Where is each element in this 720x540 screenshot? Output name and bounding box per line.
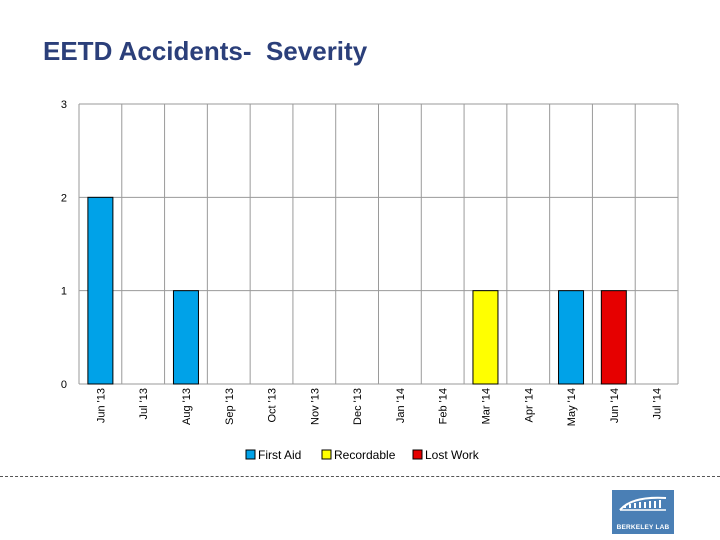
berkeley-lab-logo-icon [619,496,667,511]
x-tick-label: May '14 [566,388,578,426]
chart-grid [78,103,679,385]
berkeley-lab-logo: BERKELEY LAB [612,490,674,534]
legend-swatch [245,449,256,460]
footer-divider [0,476,720,477]
chart: 0 1 2 3 Jun '13 Jul '13 Aug '13 Sep '13 Oct '13… [61,99,679,462]
chart-bars [87,196,627,385]
x-tick-label: Sep '13 [224,388,236,425]
bar-first-aid [558,290,585,385]
legend-swatch [321,449,332,460]
x-tick-label: Feb '14 [438,388,450,424]
x-tick-label: Jul '14 [652,388,664,419]
x-tick-label: Mar '14 [480,388,492,424]
bar-first-aid [87,196,114,385]
page-title: EETD Accidents- Severity [43,36,368,66]
bar-lost-work [600,290,627,385]
y-tick-label: 3 [61,99,67,111]
x-tick-label: Nov '13 [309,388,321,425]
legend-label: Lost Work [425,448,480,462]
legend-label: First Aid [258,448,301,462]
x-tick-label: Apr '14 [523,388,535,423]
y-tick-label: 1 [61,286,67,298]
y-tick-label: 2 [61,192,67,204]
x-tick-label: Jun '13 [95,388,107,423]
bar-first-aid [172,290,199,385]
chart-legend: First Aid Recordable Lost Work [245,448,480,462]
x-axis-ticks: Jun '13 Jul '13 Aug '13 Sep '13 Oct '13 Nov '… [95,388,663,426]
legend-label: Recordable [334,448,396,462]
logo-text: BERKELEY LAB [616,524,670,531]
legend-swatch [412,449,423,460]
x-tick-label: Jun '14 [609,388,621,423]
x-tick-label: Jan '14 [395,388,407,423]
x-tick-label: Aug '13 [181,388,193,425]
y-axis-ticks: 0 1 2 3 [61,99,67,391]
y-tick-label: 0 [61,379,67,391]
x-tick-label: Dec '13 [352,388,364,425]
bar-recordable [472,290,499,385]
x-tick-label: Jul '13 [138,388,150,419]
x-tick-label: Oct '13 [267,388,279,423]
